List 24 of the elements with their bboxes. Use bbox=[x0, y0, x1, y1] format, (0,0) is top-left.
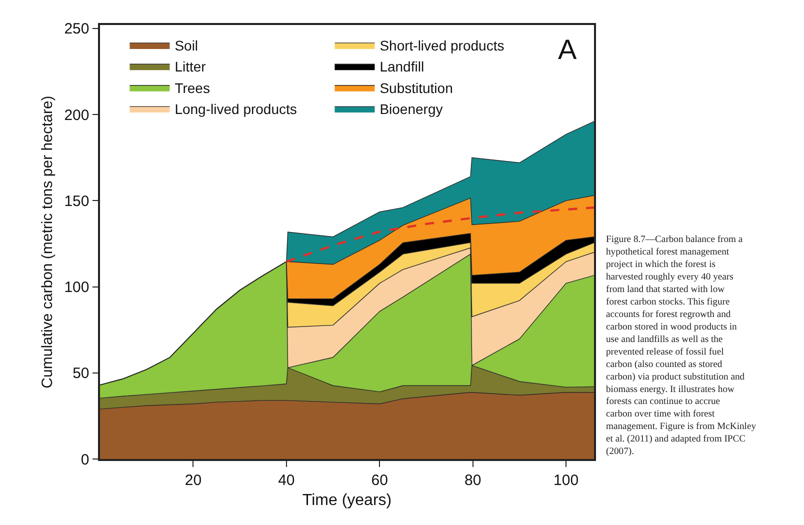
x-tick-label: 80 bbox=[464, 472, 482, 489]
y-tick-label: 0 bbox=[80, 451, 90, 468]
line-series bbox=[285, 206, 594, 263]
legend-label: Substitution bbox=[380, 80, 453, 96]
x-tick-label: 40 bbox=[278, 472, 295, 489]
y-tick-label: 200 bbox=[64, 106, 90, 124]
annotation: A bbox=[558, 34, 577, 65]
y-axis-title: Cumulative carbon (metric tons per hectare) bbox=[38, 96, 56, 388]
legend-label: Landfill bbox=[380, 58, 424, 75]
text: Figure 8.7—Carbon balance from a hypothetical forest management project in which the forest is harvested roughly every 40 years from land that started with low forest carbon stocks. This figure accounts for forest regrowth and carbon stored in wood products in use and landfills as well as the prevented release of fossil fuel carbon (also counted as stored carbon) via product substitution and biomass energy. It illustrates how forests can continue to accrue carbon over time with forest management. Figure is from McKinley et al. (2011) and adapted from IPCC (2007). bbox=[606, 234, 756, 458]
legend-label: Bioenergy bbox=[380, 101, 443, 117]
y-tick-label: 100 bbox=[64, 279, 90, 296]
y-tick-label: 50 bbox=[72, 365, 90, 382]
y-tick-label: 150 bbox=[64, 192, 90, 210]
x-tick-label: 60 bbox=[371, 472, 388, 489]
x-tick-label: 100 bbox=[554, 472, 579, 489]
x-axis-title: Time (years) bbox=[302, 492, 392, 509]
legend-label: Litter bbox=[174, 58, 206, 75]
legend-label: Long-lived products bbox=[174, 101, 297, 117]
legend-label: Soil bbox=[174, 37, 198, 54]
y-tick-label: 250 bbox=[64, 20, 90, 38]
legend-label: Short-lived products bbox=[380, 37, 504, 54]
legend-label: Trees bbox=[174, 80, 210, 96]
x-tick-label: 20 bbox=[184, 472, 202, 489]
